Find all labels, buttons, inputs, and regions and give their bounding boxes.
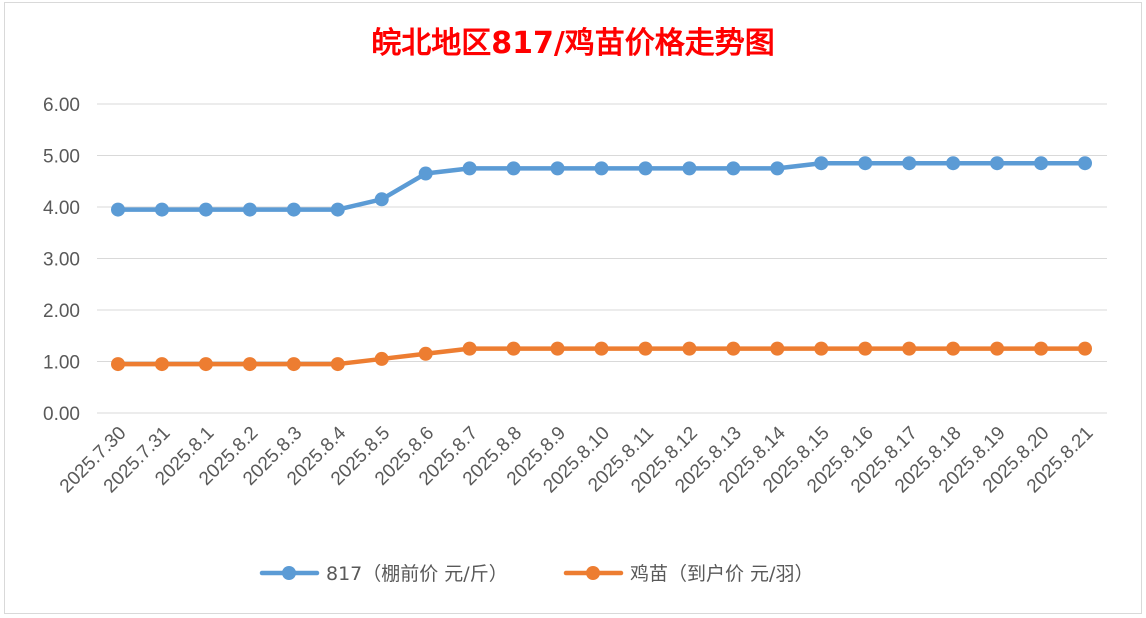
data-point <box>330 202 345 217</box>
data-point <box>550 161 565 176</box>
y-tick-label: 2.00 <box>43 301 80 322</box>
data-point <box>1034 341 1049 356</box>
legend-marker <box>282 566 296 580</box>
y-tick-label: 3.00 <box>43 250 80 271</box>
data-point <box>242 202 257 217</box>
data-point <box>286 357 301 372</box>
series-lines <box>111 156 1092 372</box>
data-point <box>946 341 961 356</box>
data-point <box>814 341 829 356</box>
data-point <box>770 161 785 176</box>
y-axis-ticks: 0.00 1.00 2.00 3.00 4.00 5.00 6.00 <box>43 95 80 425</box>
data-point <box>990 341 1005 356</box>
data-point <box>902 156 917 171</box>
data-point <box>638 341 653 356</box>
data-point <box>1034 156 1049 171</box>
data-point <box>858 341 873 356</box>
data-point <box>726 161 741 176</box>
y-tick-label: 5.00 <box>43 147 80 168</box>
data-point <box>550 341 565 356</box>
data-point <box>814 156 829 171</box>
data-point <box>418 346 433 361</box>
data-point <box>594 341 609 356</box>
data-point <box>330 357 345 372</box>
data-point <box>462 161 477 176</box>
x-axis-ticks: 2025.7.302025.7.312025.8.12025.8.22025.8… <box>56 422 1098 497</box>
data-point <box>154 202 169 217</box>
y-tick-label: 1.00 <box>43 353 80 374</box>
data-point <box>1078 156 1092 171</box>
legend-marker <box>586 566 600 580</box>
data-point <box>418 166 433 181</box>
data-point <box>858 156 873 171</box>
data-point <box>506 341 521 356</box>
data-point <box>154 357 169 372</box>
data-point <box>286 202 301 217</box>
data-point <box>902 341 917 356</box>
data-point <box>1078 341 1092 356</box>
data-point <box>946 156 961 171</box>
gridlines <box>97 103 1107 414</box>
data-point <box>374 192 389 207</box>
legend-label: 817（棚前价 元/斤） <box>326 563 508 585</box>
data-point <box>242 357 257 372</box>
data-point <box>506 161 521 176</box>
data-point <box>198 357 213 372</box>
y-tick-label: 4.00 <box>43 198 80 219</box>
legend-label: 鸡苗（到户价 元/羽） <box>630 563 813 585</box>
data-point <box>682 161 697 176</box>
legend: 817（棚前价 元/斤） 鸡苗（到户价 元/羽） <box>259 563 813 585</box>
data-point <box>594 161 609 176</box>
data-point <box>682 341 697 356</box>
data-point <box>111 202 125 217</box>
data-point <box>462 341 477 356</box>
data-point <box>726 341 741 356</box>
chart-title: 皖北地区817/鸡苗价格走势图 <box>371 26 775 61</box>
data-point <box>770 341 785 356</box>
y-tick-label: 0.00 <box>43 404 80 425</box>
y-tick-label: 6.00 <box>43 95 80 116</box>
data-point <box>111 357 125 372</box>
data-point <box>638 161 653 176</box>
data-point <box>374 351 389 366</box>
data-point <box>990 156 1005 171</box>
data-point <box>198 202 213 217</box>
